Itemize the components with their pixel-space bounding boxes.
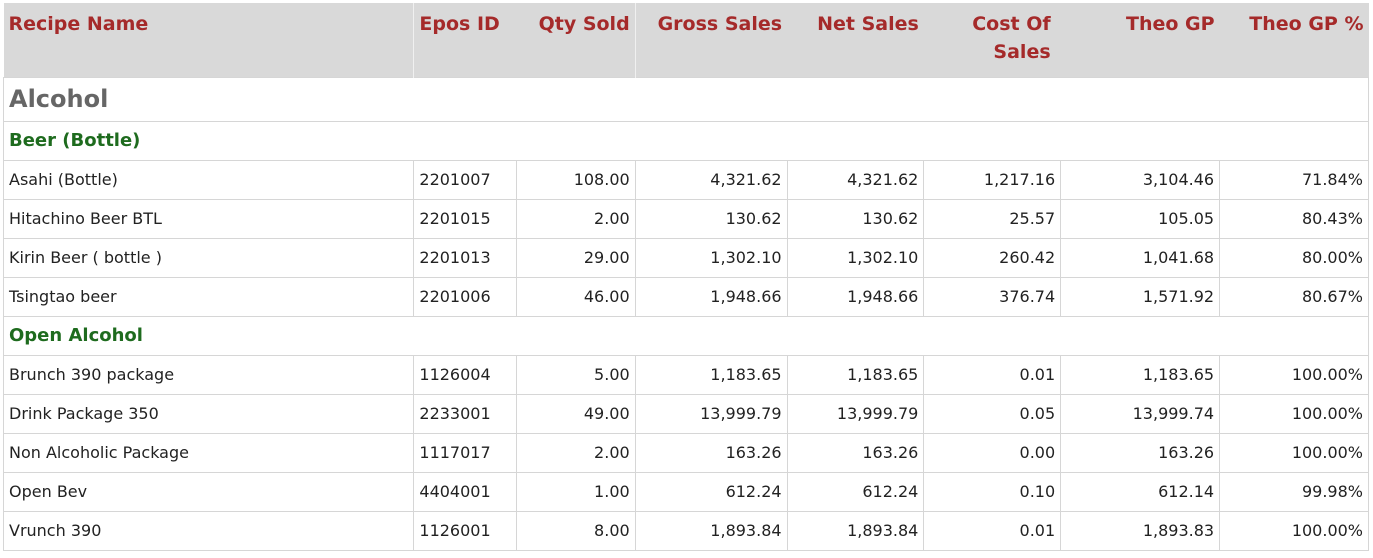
- theo-gp-cell: 1,041.68: [1060, 237, 1221, 278]
- qty-sold-cell: 29.00: [515, 237, 636, 278]
- table-row[interactable]: Vrunch 390 1126001 8.00 1,893.84 1,893.84 0.0…: [2, 510, 1369, 551]
- gross-sales-cell: 4,321.62: [634, 159, 788, 200]
- qty-sold-cell: 8.00: [515, 510, 636, 551]
- recipe-name-cell: Vrunch 390: [2, 510, 415, 551]
- header-net-sales[interactable]: Net Sales: [787, 3, 924, 77]
- gross-sales-cell: 13,999.79: [634, 393, 788, 434]
- theo-gp-pct-cell: 80.67%: [1219, 276, 1369, 317]
- table-row[interactable]: Non Alcoholic Package 1117017 2.00 163.26 16…: [2, 432, 1369, 473]
- subcategory-label: Open Alcohol: [3, 315, 1369, 356]
- header-qty-sold[interactable]: Qty Sold: [516, 3, 636, 77]
- theo-gp-pct-cell: 100.00%: [1219, 393, 1369, 434]
- theo-gp-pct-cell: 100.00%: [1219, 354, 1369, 395]
- table-row[interactable]: Asahi (Bottle) 2201007 108.00 4,321.62 4,321…: [2, 159, 1369, 200]
- recipe-name-cell: Drink Package 350: [2, 393, 415, 434]
- gross-sales-cell: 1,302.10: [634, 237, 788, 278]
- cost-of-sales-cell: 0.01: [923, 510, 1062, 551]
- epos-id-cell: 4404001: [413, 471, 517, 512]
- net-sales-cell: 1,302.10: [786, 237, 925, 278]
- recipe-name-cell: Kirin Beer ( bottle ): [2, 237, 415, 278]
- header-cost-of-sales[interactable]: Cost Of Sales: [923, 3, 1061, 77]
- qty-sold-cell: 1.00: [515, 471, 636, 512]
- cost-of-sales-cell: 0.10: [923, 471, 1062, 512]
- theo-gp-pct-cell: 99.98%: [1219, 471, 1369, 512]
- gross-sales-cell: 612.24: [634, 471, 788, 512]
- theo-gp-pct-cell: 100.00%: [1219, 510, 1369, 551]
- category-row: Alcohol: [3, 76, 1369, 122]
- epos-id-cell: 2201007: [413, 159, 517, 200]
- theo-gp-cell: 105.05: [1060, 198, 1221, 239]
- epos-id-cell: 1126001: [413, 510, 517, 551]
- header-epos-id[interactable]: Epos ID: [413, 3, 517, 77]
- epos-id-cell: 2201015: [413, 198, 517, 239]
- category-label: Alcohol: [3, 76, 1369, 122]
- gross-sales-cell: 1,183.65: [634, 354, 788, 395]
- net-sales-cell: 1,948.66: [786, 276, 925, 317]
- net-sales-cell: 163.26: [786, 432, 925, 473]
- theo-gp-pct-cell: 100.00%: [1219, 432, 1369, 473]
- net-sales-cell: 1,893.84: [786, 510, 925, 551]
- gross-sales-cell: 163.26: [634, 432, 788, 473]
- theo-gp-cell: 1,183.65: [1060, 354, 1221, 395]
- table-row[interactable]: Open Bev 4404001 1.00 612.24 612.24 0.10 612.1…: [2, 471, 1369, 512]
- sales-report-table: Recipe Name Epos ID Qty Sold Gross Sales…: [2, 3, 1369, 551]
- theo-gp-cell: 612.14: [1060, 471, 1221, 512]
- cost-of-sales-cell: 1,217.16: [923, 159, 1062, 200]
- qty-sold-cell: 108.00: [515, 159, 636, 200]
- cost-of-sales-cell: 0.05: [923, 393, 1062, 434]
- cost-of-sales-cell: 260.42: [923, 237, 1062, 278]
- gross-sales-cell: 130.62: [634, 198, 788, 239]
- table-row[interactable]: Hitachino Beer BTL 2201015 2.00 130.62 130.6…: [2, 198, 1369, 239]
- recipe-name-cell: Open Bev: [2, 471, 415, 512]
- table-row[interactable]: Drink Package 350 2233001 49.00 13,999.79 13…: [2, 393, 1369, 434]
- header-gross-sales[interactable]: Gross Sales: [634, 3, 788, 77]
- epos-id-cell: 1126004: [413, 354, 517, 395]
- subcategory-row: Open Alcohol: [3, 315, 1369, 356]
- epos-id-cell: 2201006: [413, 276, 517, 317]
- theo-gp-pct-cell: 71.84%: [1219, 159, 1369, 200]
- net-sales-cell: 4,321.62: [786, 159, 925, 200]
- theo-gp-cell: 13,999.74: [1060, 393, 1221, 434]
- header-row: Recipe Name Epos ID Qty Sold Gross Sales…: [3, 3, 1369, 77]
- header-theo-gp[interactable]: Theo GP: [1060, 3, 1220, 77]
- theo-gp-cell: 163.26: [1060, 432, 1221, 473]
- theo-gp-pct-cell: 80.00%: [1219, 237, 1369, 278]
- recipe-name-cell: Tsingtao beer: [2, 276, 415, 317]
- header-recipe-name[interactable]: Recipe Name: [3, 3, 414, 77]
- theo-gp-cell: 3,104.46: [1060, 159, 1221, 200]
- cost-of-sales-cell: 0.00: [923, 432, 1062, 473]
- gross-sales-cell: 1,893.84: [634, 510, 788, 551]
- net-sales-cell: 130.62: [786, 198, 925, 239]
- epos-id-cell: 2201013: [413, 237, 517, 278]
- subcategory-row: Beer (Bottle): [3, 120, 1369, 161]
- subcategory-label: Beer (Bottle): [3, 120, 1369, 161]
- recipe-name-cell: Non Alcoholic Package: [2, 432, 415, 473]
- gross-sales-cell: 1,948.66: [634, 276, 788, 317]
- epos-id-cell: 1117017: [413, 432, 517, 473]
- recipe-name-cell: Brunch 390 package: [2, 354, 415, 395]
- table-row[interactable]: Kirin Beer ( bottle ) 2201013 29.00 1,302.1…: [2, 237, 1369, 278]
- header-theo-gp-pct[interactable]: Theo GP %: [1219, 3, 1369, 77]
- cost-of-sales-cell: 0.01: [923, 354, 1062, 395]
- table-row[interactable]: Tsingtao beer 2201006 46.00 1,948.66 1,948.6…: [2, 276, 1369, 317]
- net-sales-cell: 1,183.65: [786, 354, 925, 395]
- net-sales-cell: 13,999.79: [786, 393, 925, 434]
- qty-sold-cell: 5.00: [515, 354, 636, 395]
- recipe-name-cell: Asahi (Bottle): [2, 159, 415, 200]
- cost-of-sales-cell: 376.74: [923, 276, 1062, 317]
- epos-id-cell: 2233001: [413, 393, 517, 434]
- qty-sold-cell: 2.00: [515, 432, 636, 473]
- recipe-name-cell: Hitachino Beer BTL: [2, 198, 415, 239]
- theo-gp-cell: 1,571.92: [1060, 276, 1221, 317]
- qty-sold-cell: 46.00: [515, 276, 636, 317]
- net-sales-cell: 612.24: [786, 471, 925, 512]
- qty-sold-cell: 2.00: [515, 198, 636, 239]
- table-row[interactable]: Brunch 390 package 1126004 5.00 1,183.65 1,1…: [2, 354, 1369, 395]
- cost-of-sales-cell: 25.57: [923, 198, 1062, 239]
- theo-gp-cell: 1,893.83: [1060, 510, 1221, 551]
- qty-sold-cell: 49.00: [515, 393, 636, 434]
- theo-gp-pct-cell: 80.43%: [1219, 198, 1369, 239]
